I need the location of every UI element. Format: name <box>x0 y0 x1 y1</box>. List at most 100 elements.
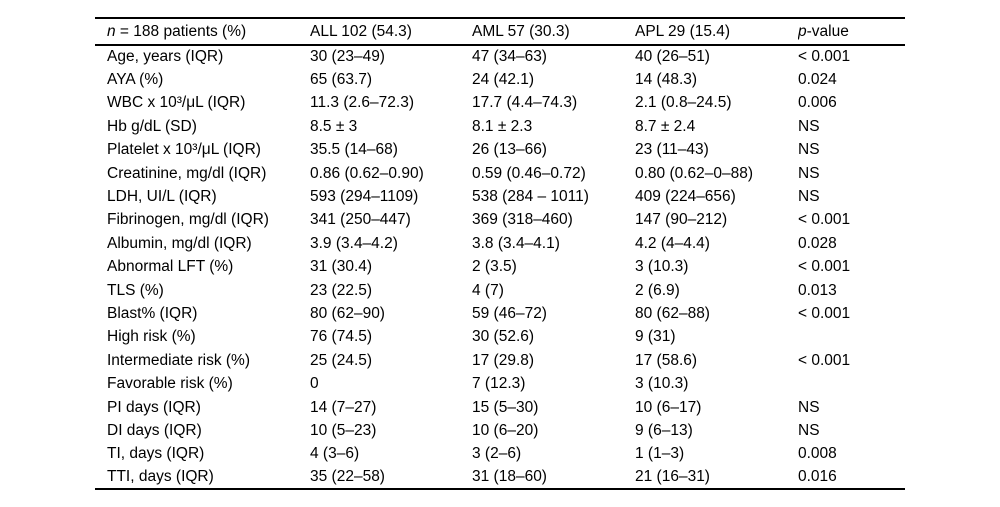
cell-aml: 8.1 ± 2.3 <box>472 117 533 135</box>
cell-apl: 9 (6–13) <box>635 421 693 439</box>
cell-aml: 10 (6–20) <box>472 421 539 439</box>
row-label: Creatinine, mg/dl (IQR) <box>107 164 267 182</box>
cell-aml: 2 (3.5) <box>472 258 517 276</box>
header-patients-n: n <box>107 22 116 40</box>
table-row: High risk (%) 76 (74.5) 30 (52.6) 9 (31) <box>95 326 905 349</box>
row-label: Intermediate risk (%) <box>107 351 250 369</box>
cell-all: 593 (294–1109) <box>310 188 419 206</box>
cell-apl: 8.7 ± 2.4 <box>635 117 696 135</box>
table-row: WBC x 10³/μL (IQR) 11.3 (2.6–72.3) 17.7 … <box>95 92 905 115</box>
cell-all: 30 (23–49) <box>310 48 385 66</box>
row-label: TLS (%) <box>107 281 164 299</box>
row-label: LDH, UI/L (IQR) <box>107 188 217 206</box>
cell-aml: 15 (5–30) <box>472 398 539 416</box>
cell-pvalue: 0.006 <box>798 94 837 112</box>
row-label: Abnormal LFT (%) <box>107 258 234 276</box>
header-patients: n = 188 patients (%) <box>95 18 310 45</box>
cell-apl: 21 (16–31) <box>635 468 710 486</box>
cell-all: 0.86 (0.62–0.90) <box>310 164 424 182</box>
cell-aml: 538 (284 – 1011) <box>472 188 589 206</box>
cell-pvalue: 0.024 <box>798 71 837 89</box>
cell-aml: 3 (2–6) <box>472 445 522 463</box>
cell-aml: 26 (13–66) <box>472 141 547 159</box>
cell-all: 10 (5–23) <box>310 421 377 439</box>
cell-apl: 3 (10.3) <box>635 258 689 276</box>
row-label: Platelet x 10³/μL (IQR) <box>107 141 261 159</box>
cell-all: 0 <box>310 375 319 393</box>
cell-apl: 4.2 (4–4.4) <box>635 234 710 252</box>
table-row: Creatinine, mg/dl (IQR) 0.86 (0.62–0.90)… <box>95 162 905 185</box>
cell-pvalue: < 0.001 <box>798 211 851 229</box>
row-label: Age, years (IQR) <box>107 48 224 66</box>
table-row: Abnormal LFT (%) 31 (30.4) 2 (3.5) 3 (10… <box>95 256 905 279</box>
table-row: Albumin, mg/dl (IQR) 3.9 (3.4–4.2) 3.8 (… <box>95 232 905 255</box>
patient-characteristics-table: n = 188 patients (%) ALL 102 (54.3) AML … <box>95 17 905 491</box>
cell-aml: 30 (52.6) <box>472 328 535 346</box>
cell-pvalue: < 0.001 <box>798 351 851 369</box>
cell-pvalue: < 0.001 <box>798 304 851 322</box>
row-label: Blast% (IQR) <box>107 304 198 322</box>
table-container: n = 188 patients (%) ALL 102 (54.3) AML … <box>95 17 905 491</box>
cell-pvalue: NS <box>798 141 820 159</box>
cell-apl: 17 (58.6) <box>635 351 698 369</box>
cell-all: 8.5 ± 3 <box>310 117 358 135</box>
cell-pvalue <box>798 372 905 395</box>
header-apl: APL 29 (15.4) <box>635 22 731 40</box>
cell-all: 4 (3–6) <box>310 445 360 463</box>
cell-apl: 9 (31) <box>635 328 676 346</box>
table-row: Platelet x 10³/μL (IQR) 35.5 (14–68) 26 … <box>95 139 905 162</box>
cell-all: 65 (63.7) <box>310 71 373 89</box>
cell-all: 76 (74.5) <box>310 328 373 346</box>
cell-apl: 14 (48.3) <box>635 71 698 89</box>
table-row: TTI, days (IQR) 35 (22–58) 31 (18–60) 21… <box>95 466 905 489</box>
table-body: Age, years (IQR) 30 (23–49) 47 (34–63) 4… <box>95 45 905 489</box>
cell-aml: 4 (7) <box>472 281 504 299</box>
cell-apl: 80 (62–88) <box>635 304 710 322</box>
cell-all: 341 (250–447) <box>310 211 411 229</box>
cell-apl: 10 (6–17) <box>635 398 702 416</box>
cell-pvalue: NS <box>798 117 820 135</box>
row-label: Hb g/dL (SD) <box>107 117 197 135</box>
row-label: TTI, days (IQR) <box>107 468 214 486</box>
cell-pvalue: NS <box>798 398 820 416</box>
cell-pvalue: NS <box>798 421 820 439</box>
cell-apl: 147 (90–212) <box>635 211 728 229</box>
cell-apl: 3 (10.3) <box>635 375 689 393</box>
header-aml: AML 57 (30.3) <box>472 22 570 40</box>
header-all: ALL 102 (54.3) <box>310 22 412 40</box>
cell-all: 23 (22.5) <box>310 281 373 299</box>
table-row: Fibrinogen, mg/dl (IQR) 341 (250–447) 36… <box>95 209 905 232</box>
cell-apl: 40 (26–51) <box>635 48 710 66</box>
cell-aml: 59 (46–72) <box>472 304 547 322</box>
cell-aml: 31 (18–60) <box>472 468 547 486</box>
cell-pvalue: 0.028 <box>798 234 837 252</box>
row-label: TI, days (IQR) <box>107 445 205 463</box>
table-row: DI days (IQR) 10 (5–23) 10 (6–20) 9 (6–1… <box>95 419 905 442</box>
cell-all: 31 (30.4) <box>310 258 373 276</box>
table-row: LDH, UI/L (IQR) 593 (294–1109) 538 (284 … <box>95 185 905 208</box>
table-row: TI, days (IQR) 4 (3–6) 3 (2–6) 1 (1–3) 0… <box>95 443 905 466</box>
cell-all: 3.9 (3.4–4.2) <box>310 234 398 252</box>
cell-pvalue: < 0.001 <box>798 48 851 66</box>
cell-aml: 0.59 (0.46–0.72) <box>472 164 586 182</box>
cell-aml: 17.7 (4.4–74.3) <box>472 94 578 112</box>
cell-all: 35.5 (14–68) <box>310 141 398 159</box>
row-label: AYA (%) <box>107 71 164 89</box>
table-row: Hb g/dL (SD) 8.5 ± 3 8.1 ± 2.3 8.7 ± 2.4… <box>95 115 905 138</box>
row-label: Favorable risk (%) <box>107 375 233 393</box>
header-row: n = 188 patients (%) ALL 102 (54.3) AML … <box>95 18 905 45</box>
cell-aml: 24 (42.1) <box>472 71 535 89</box>
table-row: Favorable risk (%) 0 7 (12.3) 3 (10.3) <box>95 372 905 395</box>
cell-apl: 23 (11–43) <box>635 141 709 159</box>
row-label: DI days (IQR) <box>107 421 202 439</box>
cell-aml: 17 (29.8) <box>472 351 535 369</box>
cell-all: 25 (24.5) <box>310 351 373 369</box>
cell-all: 14 (7–27) <box>310 398 377 416</box>
cell-all: 35 (22–58) <box>310 468 385 486</box>
cell-pvalue: 0.008 <box>798 445 837 463</box>
cell-aml: 3.8 (3.4–4.1) <box>472 234 560 252</box>
header-pvalue-rest: -value <box>806 22 849 40</box>
cell-pvalue <box>798 326 905 349</box>
cell-all: 11.3 (2.6–72.3) <box>310 94 414 112</box>
